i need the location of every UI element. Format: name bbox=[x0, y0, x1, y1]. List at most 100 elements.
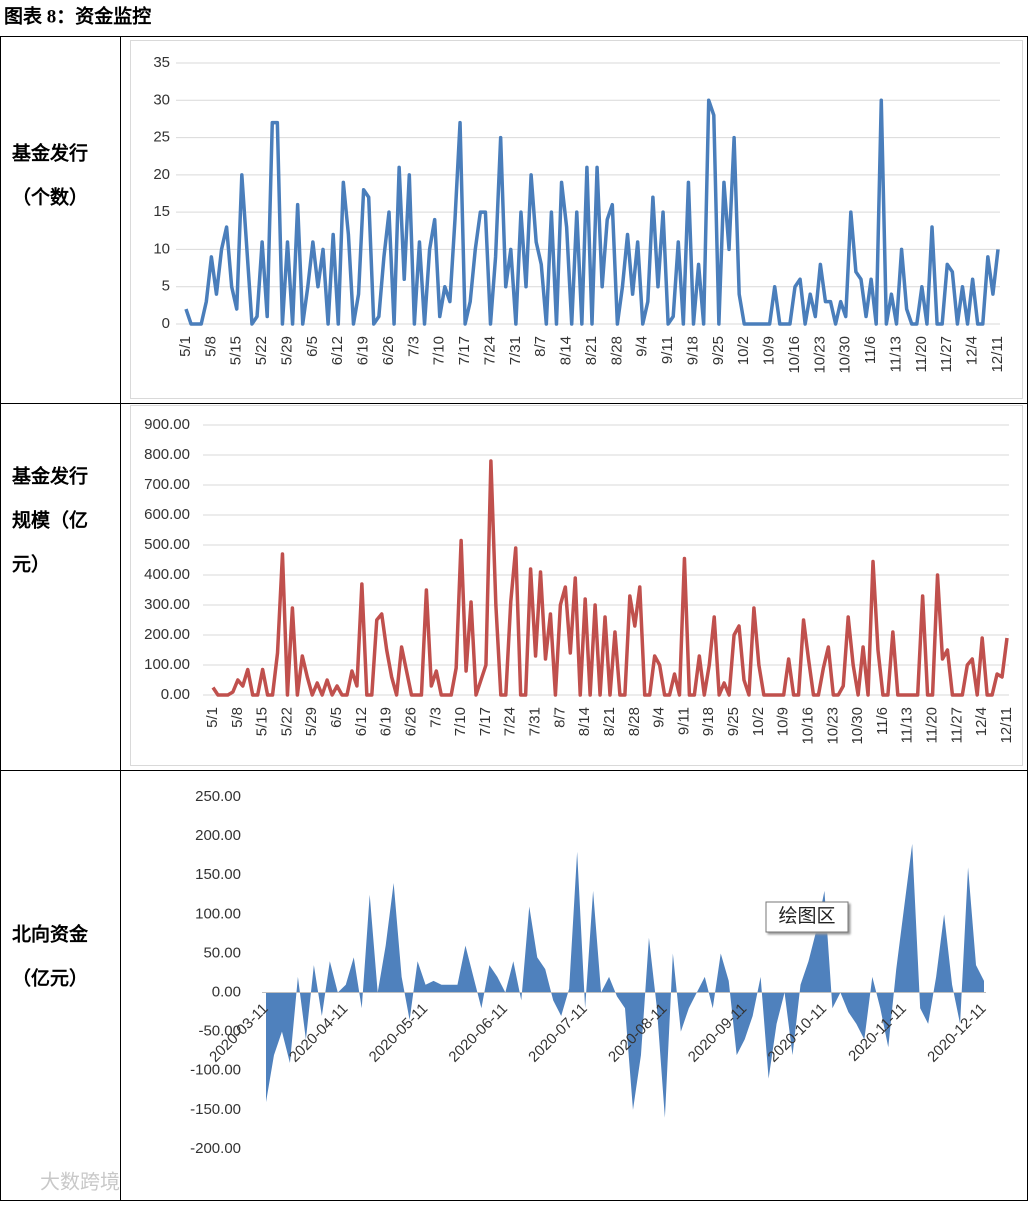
x-tick-label: 11/6 bbox=[874, 707, 891, 735]
figure-title: 图表 8：资金监控 bbox=[4, 4, 151, 27]
x-tick-label: 7/17 bbox=[456, 336, 473, 365]
x-tick-label: 5/8 bbox=[202, 336, 219, 357]
x-tick-label: 10/2 bbox=[735, 336, 752, 365]
x-tick-label: 9/18 bbox=[700, 707, 717, 736]
x-tick-label: 7/24 bbox=[481, 336, 498, 365]
x-tick-label: 5/29 bbox=[278, 336, 295, 365]
x-tick-label: 5/15 bbox=[254, 707, 271, 736]
watermark: 大数跨境 bbox=[40, 1170, 120, 1193]
x-tick-label: 2020-06-11 bbox=[445, 1000, 510, 1065]
x-tick-label: 5/29 bbox=[303, 707, 320, 736]
x-tick-label: 8/14 bbox=[558, 336, 575, 365]
y-tick-label: 500.00 bbox=[144, 536, 190, 553]
x-tick-label: 11/27 bbox=[948, 707, 965, 743]
x-tick-label: 9/4 bbox=[651, 707, 668, 728]
x-tick-label: 10/9 bbox=[775, 707, 792, 736]
x-tick-label: 5/1 bbox=[177, 336, 194, 357]
y-tick-label: 100.00 bbox=[144, 656, 190, 673]
y-tick-label: 900.00 bbox=[144, 416, 190, 433]
x-tick-label: 6/26 bbox=[380, 336, 397, 365]
x-tick-label: 7/3 bbox=[427, 707, 444, 728]
x-tick-label: 9/18 bbox=[684, 336, 701, 365]
x-tick-label: 8/28 bbox=[626, 707, 643, 736]
x-tick-label: 6/12 bbox=[329, 336, 346, 365]
row-label: 基金发行 bbox=[11, 464, 88, 487]
x-tick-label: 9/25 bbox=[725, 707, 742, 736]
x-tick-label: 8/7 bbox=[551, 707, 568, 728]
annotation-box bbox=[765, 901, 849, 933]
row-label: （亿元） bbox=[12, 966, 88, 989]
x-tick-label: 11/27 bbox=[938, 336, 955, 372]
row-label: 元） bbox=[12, 552, 50, 575]
x-tick-label: 10/30 bbox=[837, 336, 854, 374]
x-tick-label: 7/10 bbox=[431, 336, 448, 365]
x-tick-label: 5/8 bbox=[229, 707, 246, 728]
row-label: （个数） bbox=[12, 185, 88, 208]
x-tick-label: 8/21 bbox=[583, 336, 600, 365]
x-tick-label: 9/25 bbox=[710, 336, 727, 365]
y-tick-label: -150.00 bbox=[190, 1101, 241, 1118]
y-tick-label: -50.00 bbox=[198, 1023, 241, 1040]
x-tick-label: 8/28 bbox=[608, 336, 625, 365]
x-tick-label: 11/20 bbox=[924, 707, 941, 743]
y-tick-label: 250.00 bbox=[195, 788, 241, 805]
x-tick-label: 7/24 bbox=[502, 707, 519, 736]
chart-frame bbox=[130, 405, 1023, 766]
x-tick-label: 8/21 bbox=[601, 707, 618, 736]
x-tick-label: 6/19 bbox=[378, 707, 395, 736]
x-tick-label: 2020-07-11 bbox=[525, 1000, 590, 1065]
x-tick-label: 11/13 bbox=[899, 707, 916, 743]
annotation: 绘图区 bbox=[778, 905, 835, 927]
row-label: 基金发行 bbox=[11, 141, 88, 164]
x-tick-label: 9/4 bbox=[634, 336, 651, 357]
y-tick-label: 700.00 bbox=[144, 476, 190, 493]
y-tick-label: 0 bbox=[162, 315, 170, 332]
y-tick-label: 800.00 bbox=[144, 446, 190, 463]
x-tick-label: 10/23 bbox=[824, 707, 841, 745]
x-tick-label: 10/9 bbox=[761, 336, 778, 365]
x-tick-label: 12/4 bbox=[973, 707, 990, 736]
x-tick-label: 7/31 bbox=[527, 707, 544, 736]
y-tick-label: 400.00 bbox=[144, 566, 190, 583]
y-tick-label: -100.00 bbox=[190, 1062, 241, 1079]
data-line bbox=[211, 459, 1009, 697]
y-tick-label: 35 bbox=[153, 54, 170, 71]
y-tick-label: 0.00 bbox=[161, 686, 190, 703]
x-tick-label: 5/1 bbox=[204, 707, 221, 728]
x-tick-label: 11/20 bbox=[913, 336, 930, 372]
y-tick-label: 50.00 bbox=[203, 944, 241, 961]
chart-frame bbox=[130, 40, 1023, 399]
x-tick-label: 10/16 bbox=[799, 707, 816, 745]
x-tick-label: 9/11 bbox=[675, 707, 692, 735]
data-area bbox=[266, 843, 984, 1118]
y-tick-label: -200.00 bbox=[190, 1140, 241, 1157]
y-tick-label: 150.00 bbox=[195, 866, 241, 883]
x-tick-label: 2020-12-11 bbox=[924, 1000, 989, 1065]
x-tick-label: 7/3 bbox=[405, 336, 422, 357]
x-tick-label: 12/11 bbox=[998, 707, 1015, 743]
x-tick-label: 12/11 bbox=[989, 336, 1006, 372]
x-tick-label: 8/14 bbox=[576, 707, 593, 736]
x-tick-label: 10/16 bbox=[786, 336, 803, 374]
x-tick-label: 2020-04-11 bbox=[286, 1000, 351, 1065]
x-tick-label: 5/22 bbox=[278, 707, 295, 736]
y-tick-label: 5 bbox=[162, 278, 170, 295]
row-label: 规模（亿 bbox=[12, 508, 88, 531]
x-tick-label: 8/7 bbox=[532, 336, 549, 357]
x-tick-label: 7/31 bbox=[507, 336, 524, 365]
x-tick-label: 6/26 bbox=[402, 707, 419, 736]
row-label: 北向资金 bbox=[12, 922, 89, 945]
y-tick-label: 200.00 bbox=[195, 827, 241, 844]
x-tick-label: 6/5 bbox=[328, 707, 345, 728]
y-tick-label: 15 bbox=[153, 203, 170, 220]
y-tick-label: 200.00 bbox=[144, 626, 190, 643]
x-tick-label: 10/2 bbox=[750, 707, 767, 736]
x-tick-label: 6/12 bbox=[353, 707, 370, 736]
x-tick-label: 11/6 bbox=[862, 336, 879, 364]
x-tick-label: 10/30 bbox=[849, 707, 866, 745]
x-tick-label: 6/5 bbox=[304, 336, 321, 357]
y-tick-label: 25 bbox=[153, 129, 170, 146]
x-tick-label: 11/13 bbox=[887, 336, 904, 372]
x-tick-label: 5/22 bbox=[253, 336, 270, 365]
